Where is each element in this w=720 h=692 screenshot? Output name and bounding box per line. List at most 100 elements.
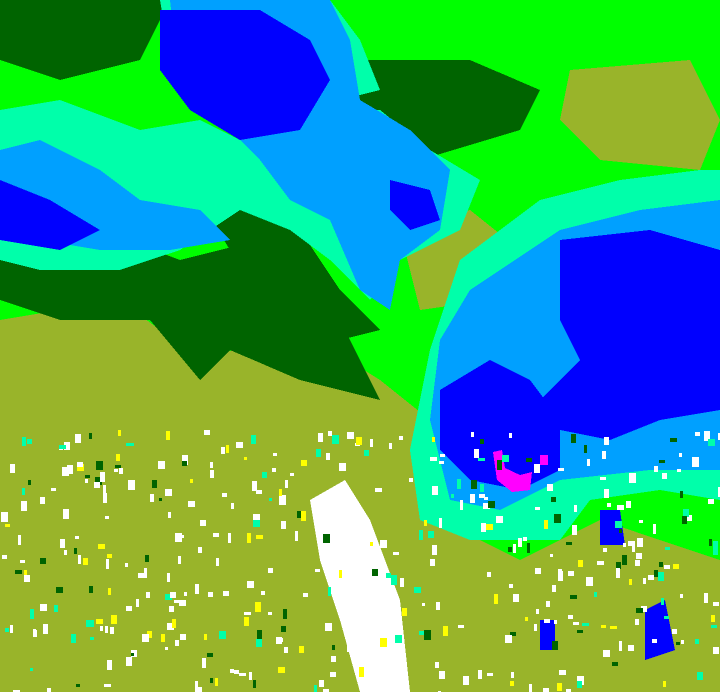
echo-speckle: [718, 433, 720, 440]
echo-speckle: [175, 640, 179, 646]
echo-speckle: [582, 623, 589, 626]
echo-speckle: [380, 540, 387, 548]
echo-speckle: [636, 608, 643, 613]
echo-speckle: [359, 667, 364, 677]
echo-speckle: [244, 617, 249, 626]
echo-speckle: [56, 587, 63, 593]
echo-speckle: [501, 521, 507, 526]
echo-speckle: [435, 662, 439, 668]
echo-speckle: [13, 690, 20, 692]
echo-speckle: [708, 499, 714, 504]
echo-speckle: [558, 468, 564, 471]
echo-speckle: [584, 445, 587, 453]
echo-speckle: [247, 533, 251, 543]
echo-speckle: [228, 533, 231, 543]
echo-speckle: [629, 579, 632, 585]
echo-speckle: [629, 473, 636, 483]
echo-speckle: [105, 516, 109, 519]
echo-speckle: [172, 619, 176, 628]
echo-speckle: [713, 647, 719, 654]
echo-speckle: [552, 641, 558, 650]
echo-speckle: [610, 626, 617, 629]
echo-speckle: [285, 480, 288, 488]
echo-speckle: [195, 584, 199, 594]
echo-speckle: [380, 638, 387, 647]
echo-speckle: [428, 531, 434, 538]
echo-speckle: [432, 437, 435, 442]
echo-speckle: [636, 553, 642, 559]
echo-speckle: [231, 503, 234, 509]
echo-olive: [560, 60, 720, 170]
echo-speckle: [27, 439, 32, 444]
echo-speckle: [74, 548, 77, 554]
echo-speckle: [511, 672, 514, 678]
echo-speckle: [497, 460, 502, 470]
echo-speckle: [552, 585, 556, 592]
echo-speckle: [695, 639, 699, 644]
echo-speckle: [513, 594, 519, 602]
echo-speckle: [142, 634, 149, 642]
echo-speckle: [487, 673, 493, 676]
echo-speckle: [509, 584, 513, 588]
echo-speckle: [96, 619, 103, 624]
echo-speckle: [40, 604, 47, 611]
echo-speckle: [207, 653, 213, 657]
echo-speckle: [653, 524, 656, 534]
echo-speckle: [544, 619, 550, 623]
echo-speckle: [170, 592, 176, 598]
echo-speckle: [126, 443, 133, 446]
echo-speckle: [47, 688, 51, 692]
echo-speckle: [570, 595, 577, 599]
echo-speckle: [213, 533, 219, 537]
echo-speckle: [356, 437, 362, 445]
echo-speckle: [663, 681, 666, 687]
echo-speckle: [680, 491, 683, 498]
echo-speckle: [370, 542, 373, 546]
echo-speckle: [658, 572, 664, 581]
echo-speckle: [551, 497, 556, 502]
echo-speckle: [652, 639, 657, 643]
echo-speckle: [161, 634, 165, 642]
echo-speckle: [204, 634, 207, 640]
echo-speckle: [182, 455, 188, 465]
echo-speckle: [376, 581, 380, 586]
echo-speckle: [670, 438, 677, 442]
echo-speckle: [471, 432, 474, 437]
echo-speckle: [554, 514, 561, 523]
echo-speckle: [252, 481, 257, 491]
echo-speckle: [89, 433, 92, 439]
echo-speckle: [654, 466, 658, 472]
echo-speckle: [601, 625, 606, 628]
echo-speckle: [436, 602, 440, 610]
echo-speckle: [510, 681, 514, 686]
echo-speckle: [360, 595, 367, 602]
echo-speckle: [104, 684, 111, 687]
echo-speckle: [623, 543, 626, 547]
echo-speckle: [458, 625, 464, 628]
echo-speckle: [635, 619, 639, 625]
echo-blue: [600, 510, 625, 545]
echo-speckle: [269, 498, 272, 501]
echo-speckle: [677, 469, 681, 472]
echo-speckle: [648, 575, 654, 580]
echo-speckle: [40, 558, 46, 564]
echo-speckle: [226, 445, 229, 453]
echo-speckle: [574, 505, 577, 512]
echo-speckle: [323, 689, 329, 692]
echo-speckle: [641, 606, 647, 612]
echo-speckle: [152, 480, 157, 488]
echo-speckle: [10, 625, 13, 633]
echo-speckle: [18, 535, 21, 545]
echo-speckle: [125, 563, 128, 567]
echo-speckle: [111, 615, 117, 624]
echo-speckle: [126, 606, 132, 611]
echo-blue: [390, 180, 440, 230]
echo-speckle: [474, 449, 479, 458]
echo-speckle: [527, 543, 530, 553]
echo-speckle: [672, 629, 677, 634]
echo-speckle: [708, 439, 715, 446]
echo-speckle: [470, 494, 475, 503]
echo-speckle: [523, 537, 527, 541]
echo-speckle: [90, 637, 94, 640]
echo-speckle: [422, 603, 425, 606]
